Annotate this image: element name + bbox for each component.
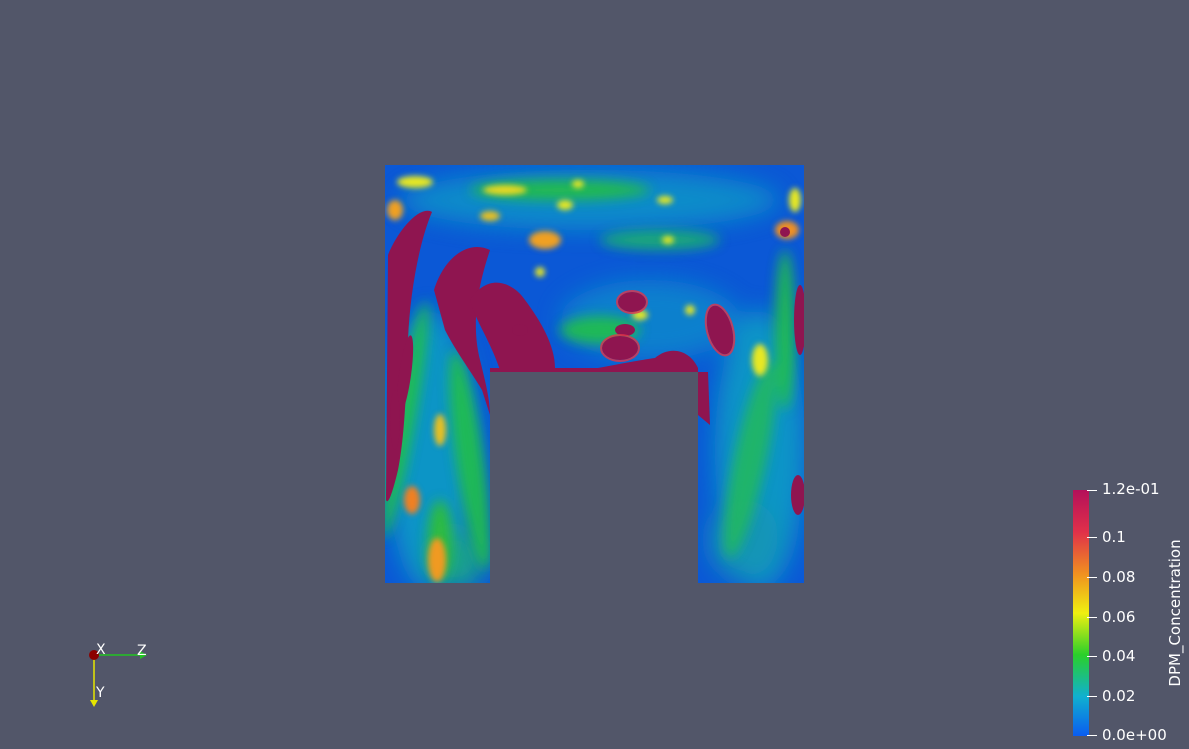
legend-tick-label: 1.2e-01 <box>1102 480 1160 498</box>
legend-tick <box>1087 735 1097 736</box>
legend-tick <box>1087 537 1097 538</box>
field-layers <box>385 170 804 583</box>
color-legend-bar <box>1073 490 1089 736</box>
axis-label-y: Y <box>96 685 105 701</box>
legend-tick-label: 0.04 <box>1102 647 1136 665</box>
legend-tick <box>1087 490 1097 491</box>
axis-label-x: X <box>96 642 106 658</box>
legend-tick-label: 0.08 <box>1102 568 1136 586</box>
legend-tick <box>1087 617 1097 618</box>
legend-title: DPM_Concentration <box>1166 539 1184 687</box>
domain-shape <box>385 165 804 583</box>
axis-label-z: Z <box>137 643 147 659</box>
legend-tick-label: 0.0e+00 <box>1102 726 1167 744</box>
legend-tick <box>1087 577 1097 578</box>
legend-tick-label: 0.1 <box>1102 528 1126 546</box>
legend-tick <box>1087 656 1097 657</box>
legend-tick-label: 0.02 <box>1102 687 1136 705</box>
legend-tick <box>1087 696 1097 697</box>
legend-tick-label: 0.06 <box>1102 608 1136 626</box>
